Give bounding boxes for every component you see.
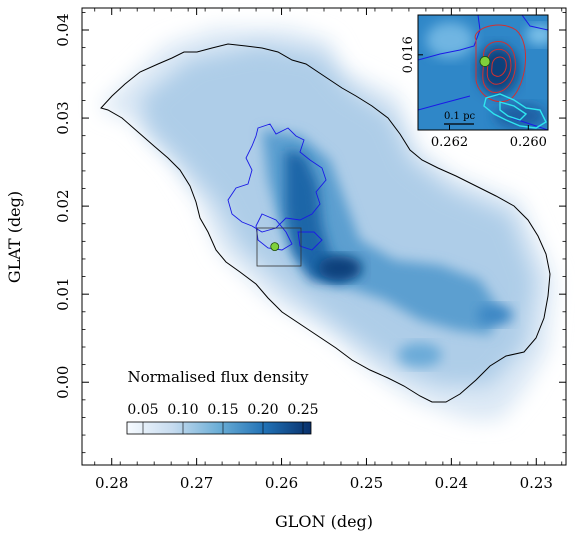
colorbar-tick-label: 0.20 [247,402,278,418]
x-tick-label: 0.28 [95,474,128,492]
emission-ridge [262,130,500,335]
emission-peak [318,256,362,280]
y-tick-label: 0.01 [54,277,72,310]
y-tick-label: 0.00 [54,366,72,399]
y-tick-label: 0.03 [54,101,72,134]
inset-y-tick-label: 0.016 [401,36,416,73]
x-axis-label: GLON (deg) [275,512,373,531]
source-marker [270,242,280,252]
colorbar-tick-label: 0.05 [127,402,158,418]
x-tick-label: 0.26 [265,474,298,492]
inset-region-box [256,227,302,267]
emission-core [285,150,360,285]
emission-clump-east [477,305,513,325]
colorbar-label: Normalised flux density [127,368,309,386]
x-axis: 0.28 0.27 0.26 0.25 0.24 0.23 [94,8,563,492]
inset-source-marker [479,56,491,67]
y-tick-label: 0.04 [54,13,72,46]
inset-cyan-contours [483,93,547,129]
y-tick-label: 0.02 [54,189,72,222]
inset-dark-tail [494,104,546,128]
x-tick-label: 0.27 [180,474,213,492]
x-tick-label: 0.24 [435,474,468,492]
colorbar: Normalised flux density 0.05 0.10 0.15 0.20… [126,368,319,435]
colorbar-tick-label: 0.10 [167,402,198,418]
flux-map [98,28,555,420]
y-axis-label: GLAT (deg) [5,191,24,283]
inset-bright-blob [426,22,474,58]
inset-light-spot [526,25,548,45]
y-axis: 0.00 0.01 0.02 0.03 0.04 [54,12,566,454]
colorbar-gradient [126,421,312,435]
colorbar-tick-label: 0.15 [207,402,238,418]
inset-scalebar-label: 0.1 pc [444,111,475,122]
inset-x-tick-label: 0.262 [431,135,468,150]
inset-frame [417,14,549,131]
emission-clump-south [398,343,442,367]
inset-x-tick-label: 0.260 [510,135,547,150]
x-tick-label: 0.25 [350,474,383,492]
colorbar-tick-label: 0.25 [287,402,318,418]
x-tick-label: 0.23 [520,474,553,492]
inset-panel: 0.1 pc 0.262 0.260 0.016 [401,14,549,150]
black-contour [100,43,551,403]
